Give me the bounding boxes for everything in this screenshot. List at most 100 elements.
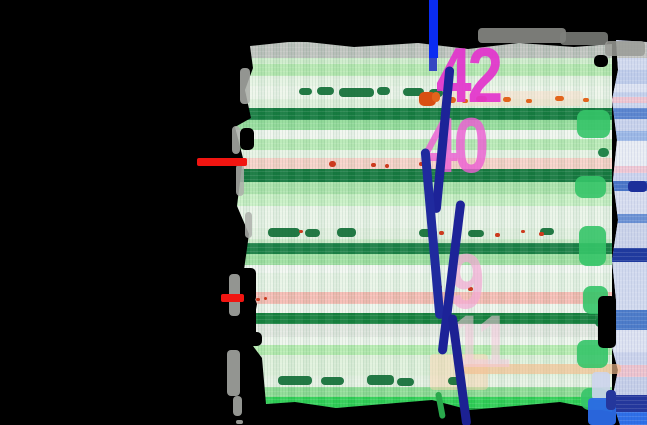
- cloud-band: [235, 313, 612, 324]
- dark-dash: [397, 378, 414, 386]
- gray-debris: [245, 212, 252, 238]
- lavender-band: [610, 352, 647, 365]
- lavender-band: [610, 412, 647, 425]
- cloud-band: [235, 130, 612, 139]
- green-patch: [577, 110, 610, 138]
- lavender-band: [610, 131, 647, 141]
- gray-debris: [240, 68, 250, 104]
- cloud-band: [235, 108, 612, 120]
- dark-dash: [403, 88, 424, 96]
- lavender-band: [610, 108, 647, 119]
- orange-dot: [419, 92, 436, 106]
- lavender-band: [610, 97, 647, 103]
- dark-dash: [305, 229, 320, 237]
- black-notch: [246, 332, 262, 346]
- orange-dot: [555, 96, 564, 101]
- cloud-band: [235, 64, 612, 76]
- cloud-band: [235, 387, 612, 397]
- gray-debris: [605, 41, 645, 56]
- lavender-band: [610, 377, 647, 395]
- cloud-band: [235, 58, 612, 64]
- lavender-band: [610, 191, 647, 214]
- cloud-band: [235, 265, 612, 273]
- dark-dash: [540, 228, 554, 235]
- dark-dash: [468, 230, 484, 237]
- misc-patch: [592, 372, 610, 400]
- cloud-band: [235, 337, 612, 345]
- cloud-band: [235, 206, 612, 228]
- lavender-band: [610, 262, 647, 310]
- dark-dash: [377, 87, 390, 95]
- lavender-band: [610, 70, 647, 84]
- dark-dash: [339, 88, 374, 97]
- orange-dot: [503, 97, 511, 102]
- cloud-band: [235, 273, 612, 292]
- gray-debris: [227, 350, 240, 396]
- cloud-band: [235, 139, 612, 150]
- gray-debris: [236, 420, 243, 424]
- soft-stripe: [463, 364, 621, 374]
- red-speck: [329, 161, 336, 167]
- cloud-band: [235, 345, 612, 355]
- dark-dash: [321, 377, 344, 385]
- red-speck: [521, 230, 525, 233]
- cloud-band: [235, 304, 612, 313]
- orange-dot: [526, 99, 532, 103]
- cloud-band: [235, 76, 612, 86]
- black-notch: [238, 268, 256, 302]
- black-notch: [598, 296, 616, 348]
- log-id-label: 40: [422, 101, 489, 189]
- red-marker: [221, 294, 244, 302]
- orange-dot: [583, 98, 589, 102]
- cloud-band: [235, 42, 612, 58]
- cloud-band: [235, 239, 612, 243]
- dark-dash: [278, 376, 312, 385]
- orange-dot: [462, 99, 468, 103]
- lavender-band: [610, 166, 647, 173]
- orange-dot: [447, 97, 456, 103]
- trunk-axis-segment: [435, 391, 446, 420]
- lavender-band: [610, 214, 647, 223]
- lavender-band: [610, 330, 647, 352]
- black-notch: [240, 128, 254, 150]
- lavender-band: [610, 248, 647, 262]
- red-speck: [539, 232, 544, 236]
- lavender-band: [610, 119, 647, 131]
- cloud-band: [235, 243, 612, 254]
- gray-debris: [233, 396, 242, 416]
- dark-dash: [299, 88, 312, 95]
- cloud-band: [235, 376, 612, 387]
- cloud-band: [235, 254, 612, 265]
- cloud-band: [235, 324, 612, 337]
- dark-dash: [367, 375, 394, 385]
- red-speck: [468, 287, 473, 291]
- misc-patch: [628, 181, 647, 192]
- dark-dash: [268, 228, 300, 237]
- lavender-band: [610, 103, 647, 108]
- black-notch: [594, 55, 608, 67]
- dark-dash: [337, 228, 356, 237]
- red-speck: [439, 231, 444, 235]
- green-patch: [598, 148, 609, 157]
- orange-dot: [476, 96, 487, 102]
- green-patch: [579, 226, 606, 266]
- misc-patch: [606, 390, 616, 410]
- orange-dot: [432, 92, 440, 102]
- lavender-band: [610, 84, 647, 92]
- right-pointcloud-section: [610, 40, 647, 425]
- lavender-band: [610, 310, 647, 330]
- red-speck: [495, 233, 500, 237]
- dark-dash: [448, 377, 462, 385]
- cloud-band: [235, 120, 612, 130]
- gray-debris: [236, 164, 244, 196]
- red-speck: [256, 298, 260, 301]
- z-axis-line-tail: [429, 58, 437, 71]
- lavender-band: [610, 395, 647, 412]
- gray-debris: [232, 126, 240, 154]
- cloud-band: [235, 292, 612, 304]
- green-patch: [575, 176, 606, 198]
- lavender-band: [610, 58, 647, 70]
- dark-dash: [317, 87, 334, 95]
